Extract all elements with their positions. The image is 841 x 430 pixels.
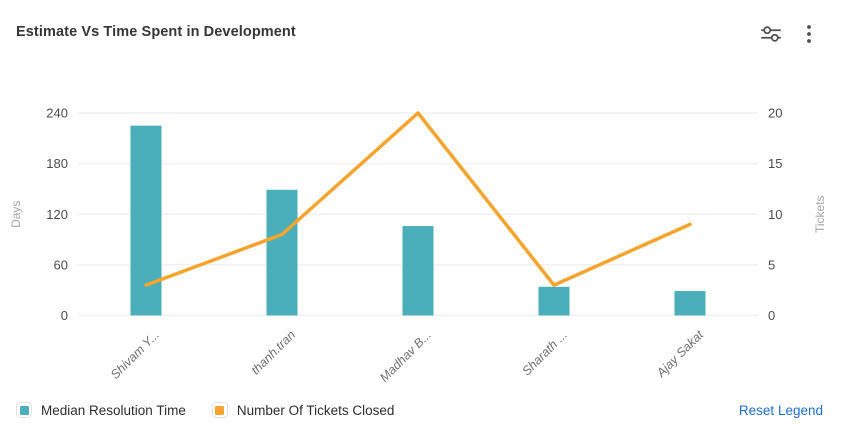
x-axis-label: Ajay Sakat — [653, 327, 706, 380]
right-axis-tick: 10 — [768, 207, 782, 222]
legend-label: Number Of Tickets Closed — [236, 402, 395, 418]
reset-legend-link[interactable]: Reset Legend — [738, 402, 823, 418]
chart-footer: Median Resolution Time Number Of Tickets … — [16, 402, 823, 418]
right-axis-tick: 15 — [768, 156, 782, 171]
bar-median-resolution-time[interactable] — [266, 189, 298, 316]
chart-title: Estimate Vs Time Spent in Development — [16, 24, 296, 40]
x-axis-label: Madhav B... — [377, 328, 434, 385]
bar-median-resolution-time[interactable] — [538, 286, 570, 316]
right-axis-title: Tickets — [813, 195, 827, 233]
x-axis-label: Shivam Y... — [108, 328, 162, 382]
line-tickets-closed[interactable] — [144, 111, 692, 287]
legend-item[interactable]: Median Resolution Time — [16, 402, 186, 418]
kebab-menu-icon[interactable] — [795, 20, 823, 48]
right-axis-tick: 0 — [768, 308, 775, 323]
left-axis-tick: 0 — [61, 308, 68, 323]
right-axis-tick: 5 — [768, 257, 775, 272]
bar-median-resolution-time[interactable] — [402, 226, 434, 316]
legend-marker — [16, 402, 32, 418]
chart-area: 0 0 60 5 120 10 180 15 240 20 Shivam Y... thanh.tra… — [0, 82, 841, 394]
legend-marker — [211, 402, 228, 418]
x-axis-label: thanh.tran — [248, 328, 298, 378]
bar-median-resolution-time[interactable] — [130, 125, 162, 316]
legend-label: Median Resolution Time — [41, 402, 186, 418]
right-axis-tick: 20 — [768, 106, 782, 121]
left-axis-tick: 120 — [46, 207, 68, 222]
left-axis-tick: 240 — [46, 106, 68, 121]
bar-median-resolution-time[interactable] — [674, 291, 706, 316]
combo-chart-plot: 0 0 60 5 120 10 180 15 240 20 Shivam Y... thanh.tra… — [9, 106, 827, 385]
header-actions — [757, 20, 823, 48]
x-axis-label: Sharath ... — [519, 328, 570, 379]
chart-header: Estimate Vs Time Spent in Development — [0, 0, 841, 48]
legend-item[interactable]: Number Of Tickets Closed — [211, 402, 395, 418]
left-axis-tick: 60 — [54, 257, 68, 272]
sliders-icon[interactable] — [757, 20, 785, 48]
left-axis-title: Days — [9, 201, 23, 228]
legend: Median Resolution Time Number Of Tickets … — [16, 402, 394, 418]
left-axis-tick: 180 — [46, 156, 68, 171]
